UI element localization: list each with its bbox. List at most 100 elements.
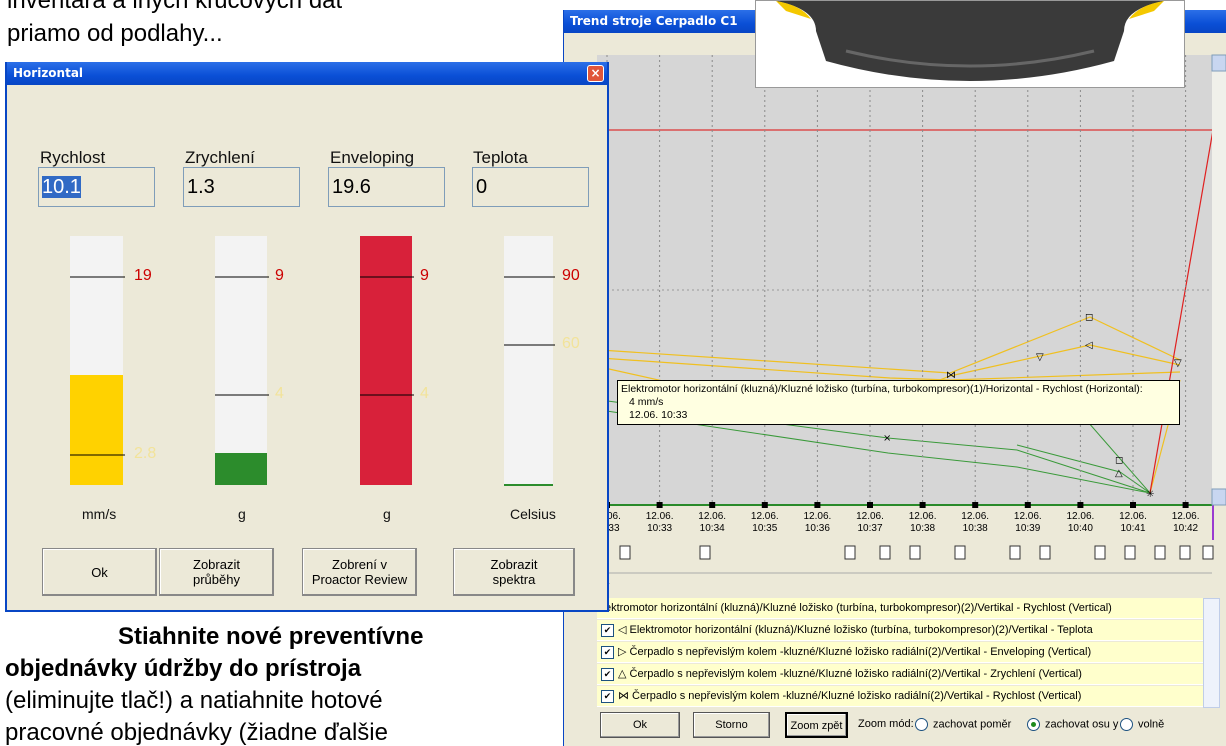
event-icon[interactable] xyxy=(1125,546,1135,559)
x-tick-time: 10:39 xyxy=(1015,523,1040,534)
unit-label: g xyxy=(383,506,391,522)
button-text: Ok xyxy=(91,565,108,580)
gauge-label: 60 xyxy=(562,335,580,353)
x-tick-time: 10:38 xyxy=(963,523,988,534)
event-icon[interactable] xyxy=(1095,546,1105,559)
tooltip-line: 4 mm/s xyxy=(621,396,1176,409)
axis-tick xyxy=(657,502,663,508)
button-text: průběhy xyxy=(193,572,240,587)
checkbox[interactable]: ✔ xyxy=(601,624,614,637)
legend-scrollbar[interactable] xyxy=(1203,598,1220,708)
zoom-label: Zoom mód: xyxy=(858,718,914,730)
x-tick-date: 12.06. xyxy=(961,511,989,522)
option-text: volně xyxy=(1138,718,1164,730)
x-tick-date: 12.06. xyxy=(1014,511,1042,522)
unit-label: Celsius xyxy=(510,506,556,522)
event-icon[interactable] xyxy=(880,546,890,559)
tooltip: Elektromotor horizontální (kluzná)/Kluzn… xyxy=(617,380,1180,425)
gauge-bar xyxy=(504,236,553,485)
event-icon[interactable] xyxy=(955,546,965,559)
legend-item[interactable]: ✔ ⋈ Čerpadlo s nepřevislým kolem -kluzné/… xyxy=(597,686,1203,707)
checkbox[interactable]: ✔ xyxy=(601,668,614,681)
x-tick-date: 12.06. xyxy=(698,511,726,522)
event-icon[interactable] xyxy=(620,546,630,559)
axis-tick xyxy=(762,502,768,508)
button-text: Zobrazit xyxy=(193,557,240,572)
legend-text: ◁ Elektromotor horizontální (kluzná)/Klu… xyxy=(618,624,1093,636)
scroll-up[interactable] xyxy=(1212,55,1226,71)
legend-text: ⋈ Čerpadlo s nepřevislým kolem -kluzné/K… xyxy=(618,690,1081,702)
x-tick-date: 12.06. xyxy=(1172,511,1200,522)
option-text: zachovat osu y xyxy=(1045,718,1118,730)
legend-item[interactable]: ✔ ◁ Elektromotor horizontální (kluzná)/Kl… xyxy=(597,620,1203,641)
button-text: Proactor Review xyxy=(312,572,407,587)
marker: ✳ xyxy=(1146,489,1154,500)
event-icon[interactable] xyxy=(1010,546,1020,559)
gauge-label: 9 xyxy=(420,267,429,285)
device-body xyxy=(776,1,1164,81)
event-icon[interactable] xyxy=(1155,546,1165,559)
zoom-option[interactable]: zachovat poměr xyxy=(915,718,1011,731)
unit-label: mm/s xyxy=(82,506,116,522)
axis-tick xyxy=(1077,502,1083,508)
gauge-label: 90 xyxy=(562,267,580,285)
gauge-label: 4 xyxy=(275,385,284,403)
legend-text: ektromotor horizontální (kluzná)/Kluzné … xyxy=(605,602,1112,614)
button-text: Zobrení v xyxy=(332,557,387,572)
tooltip-line: 12.06. 10:33 xyxy=(621,409,1176,422)
event-icon[interactable] xyxy=(1040,546,1050,559)
x-tick-date: 12.06. xyxy=(856,511,884,522)
product-drawing xyxy=(756,1,1184,87)
legend-text: △ Čerpadlo s nepřevislým kolem -kluzné/K… xyxy=(618,668,1082,680)
event-icon[interactable] xyxy=(1203,546,1213,559)
x-tick-time: 10:34 xyxy=(700,523,725,534)
event-icon[interactable] xyxy=(845,546,855,559)
gauges xyxy=(7,62,607,612)
checkbox[interactable]: ✔ xyxy=(601,646,614,659)
marker: ▽ xyxy=(1036,352,1044,363)
x-tick-time: 10:37 xyxy=(857,523,882,534)
legend-item[interactable]: ektromotor horizontální (kluzná)/Kluzné … xyxy=(597,598,1203,619)
event-icon[interactable] xyxy=(910,546,920,559)
axis-tick xyxy=(867,502,873,508)
gauge-fill xyxy=(70,375,123,485)
event-icon[interactable] xyxy=(1180,546,1190,559)
zoom-option[interactable]: volně xyxy=(1120,718,1164,731)
legend-item[interactable]: ✔ △ Čerpadlo s nepřevislým kolem -kluzné/… xyxy=(597,664,1203,685)
storno-button[interactable]: Storno xyxy=(693,712,770,738)
gauge-label: 4 xyxy=(420,385,429,403)
event-icon[interactable] xyxy=(700,546,710,559)
axis-tick xyxy=(1130,502,1136,508)
checkbox[interactable]: ✔ xyxy=(601,690,614,703)
event-bar xyxy=(597,540,1212,566)
button-text: Zobrazit xyxy=(491,557,538,572)
tooltip-line: Elektromotor horizontální (kluzná)/Kluzn… xyxy=(621,383,1176,396)
scrollbar[interactable] xyxy=(1212,55,1226,505)
gauge-fill xyxy=(360,236,412,485)
marker: ◁ xyxy=(1085,340,1093,351)
legend-item[interactable]: ✔ ▷ Čerpadlo s nepřevislým kolem -kluzné/… xyxy=(597,642,1203,663)
zoom-option[interactable]: zachovat osu y xyxy=(1027,718,1118,731)
marker: ▽ xyxy=(1174,358,1182,369)
x-tick-time: 10:42 xyxy=(1173,523,1198,534)
x-tick-date: 12.06. xyxy=(1119,511,1147,522)
marker: △ xyxy=(1115,468,1123,479)
unit-label: g xyxy=(238,506,246,522)
zoom-back-button[interactable]: Zoom zpět xyxy=(785,712,848,738)
dialog-button[interactable]: Ok xyxy=(42,548,157,596)
x-tick-time: 10:40 xyxy=(1068,523,1093,534)
legend-text: ▷ Čerpadlo s nepřevislým kolem -kluzné/K… xyxy=(618,646,1091,658)
gauge-bar xyxy=(215,236,267,485)
axis-tick xyxy=(709,502,715,508)
axis-tick xyxy=(972,502,978,508)
scroll-down[interactable] xyxy=(1212,489,1226,505)
x-tick-date: 12.06. xyxy=(909,511,937,522)
axis-tick xyxy=(1025,502,1031,508)
marker: × xyxy=(883,433,891,444)
ok-button[interactable]: Ok xyxy=(600,712,680,738)
x-tick-date: 12.06. xyxy=(1066,511,1094,522)
x-tick-time: 10:41 xyxy=(1120,523,1145,534)
